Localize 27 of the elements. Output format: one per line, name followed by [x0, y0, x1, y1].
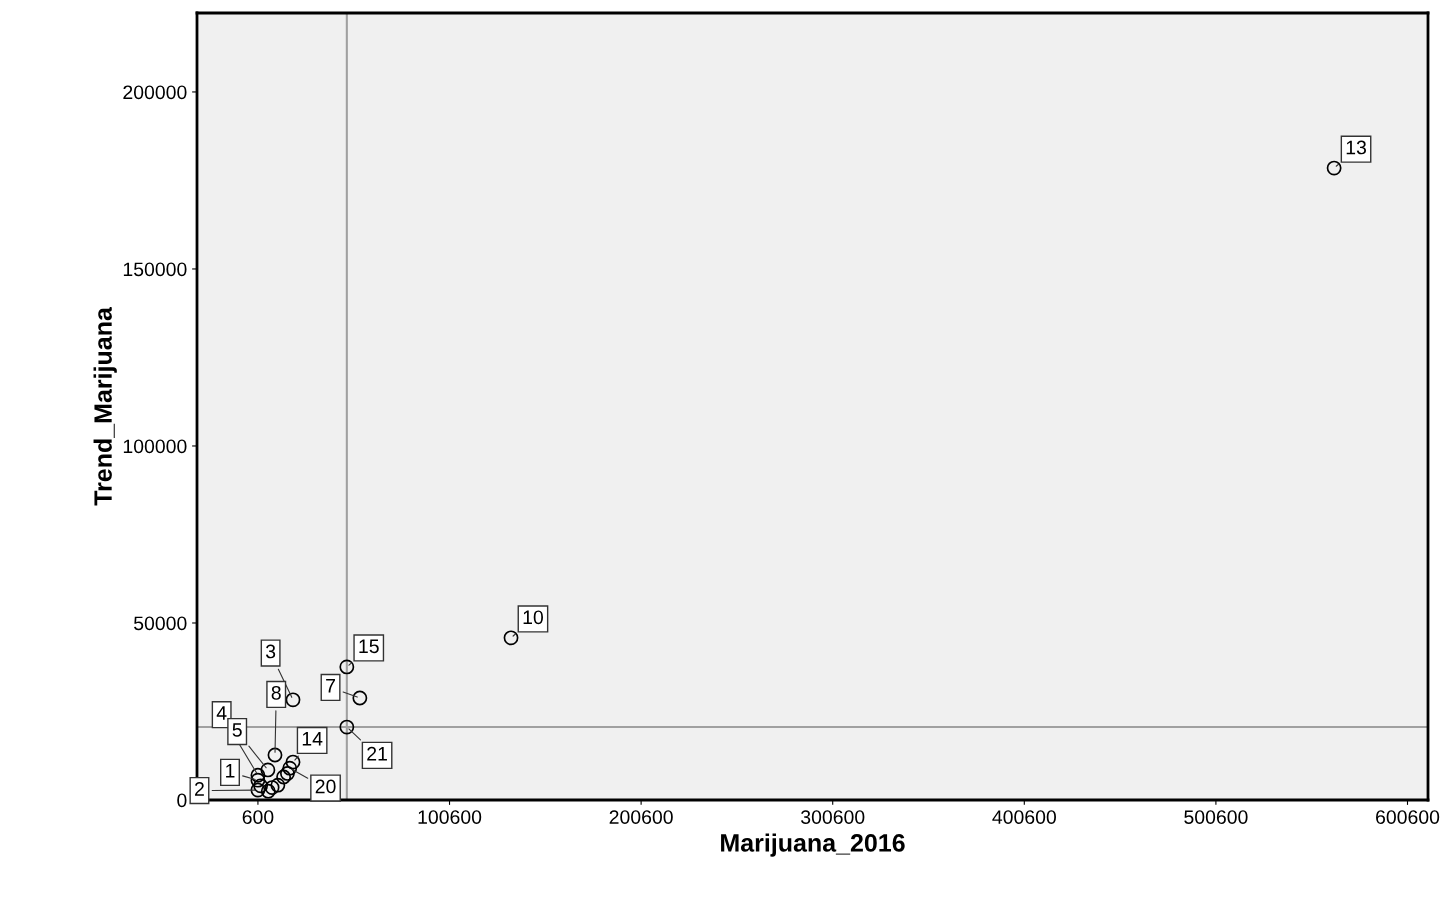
annotation: 7 [326, 679, 335, 693]
annotation: 3 [265, 644, 276, 659]
annotation: 20 [315, 779, 336, 794]
y-tick-label: 0 [177, 793, 187, 808]
x-tick-label: 600600 [1376, 810, 1440, 824]
annotation: 5 [232, 723, 242, 737]
annotation: 8 [271, 685, 281, 700]
x-tick-label: 200600 [609, 810, 673, 824]
x-tick-label: 100600 [418, 810, 482, 824]
annotation: 4 [216, 706, 227, 720]
x-tick-label: 500600 [1184, 810, 1248, 824]
y-tick-label: 150000 [123, 262, 187, 277]
annotation: 15 [359, 639, 379, 654]
y-tick-label: 50000 [133, 616, 187, 631]
x-tick-label: 600 [242, 810, 274, 824]
annotation: 14 [302, 732, 323, 746]
annotation: 2 [195, 782, 204, 796]
x-tick-label: 300600 [801, 810, 865, 824]
annotation: 13 [1346, 140, 1366, 155]
annotation: 10 [523, 610, 543, 625]
y-tick-label: 100000 [123, 439, 187, 454]
annotation: 21 [367, 746, 387, 761]
annotation: 1 [226, 764, 235, 778]
x-axis-title: Marijuana_2016 [721, 833, 905, 857]
y-axis-title: Trend_Marijuana [93, 307, 117, 506]
y-tick-label: 200000 [123, 85, 187, 100]
x-tick-label: 400600 [992, 810, 1056, 824]
